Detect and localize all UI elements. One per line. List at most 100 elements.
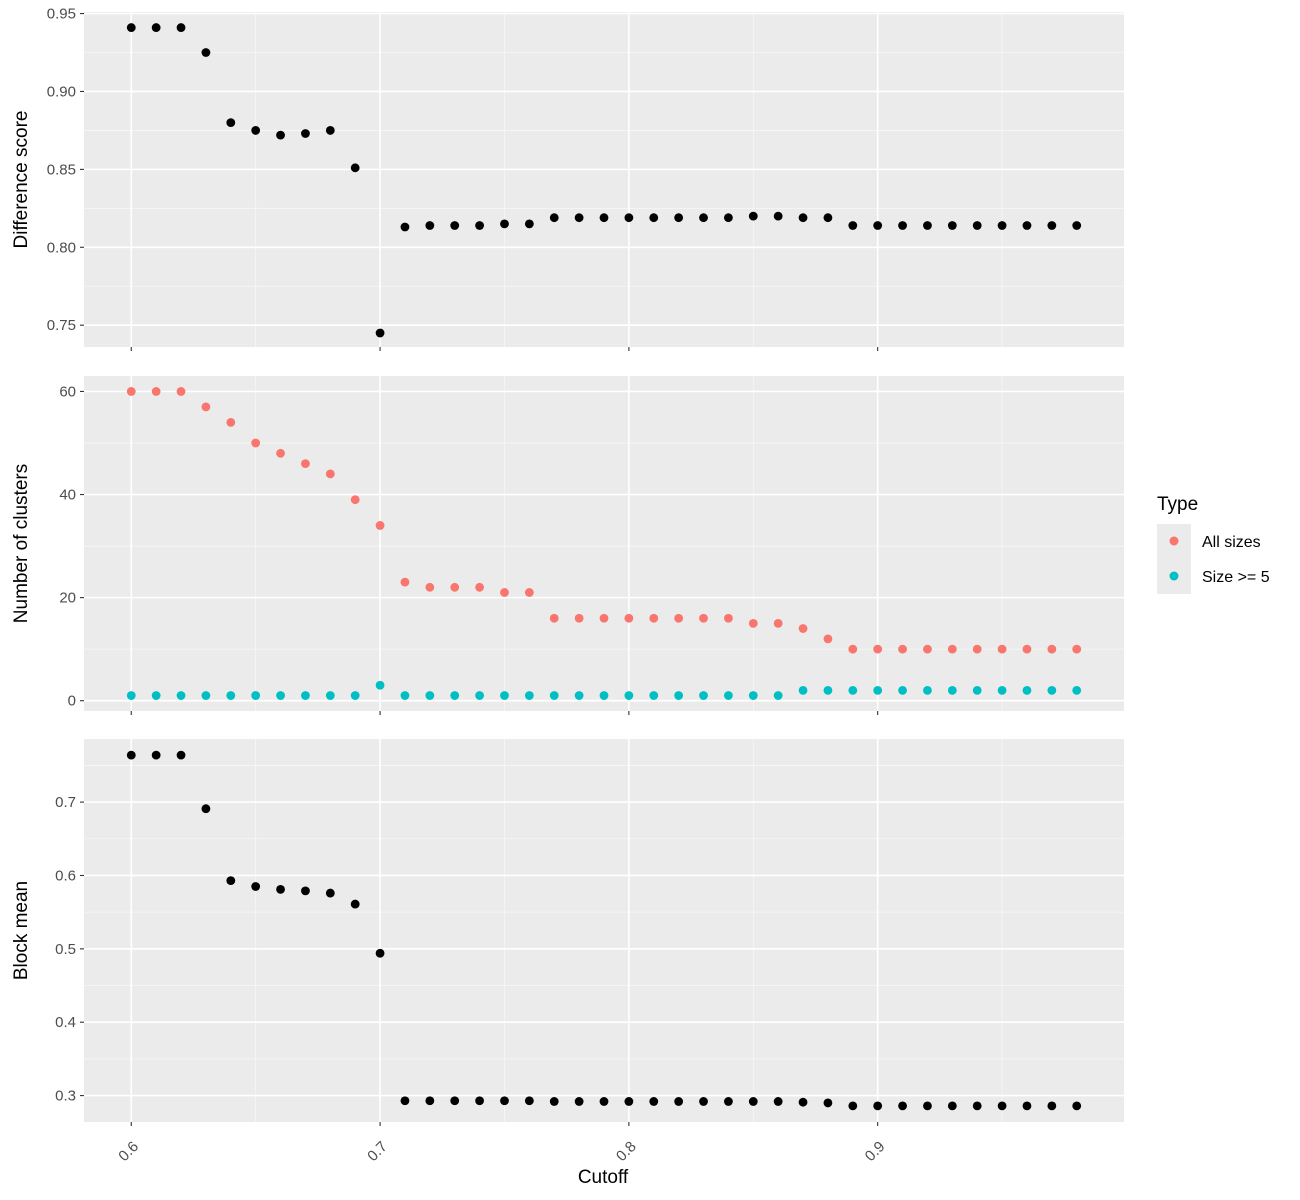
data-point xyxy=(773,211,783,221)
data-point xyxy=(301,129,310,138)
data-point xyxy=(873,685,883,695)
data-point xyxy=(848,644,858,654)
y-tick-label: 0.6 xyxy=(55,867,76,884)
data-point xyxy=(873,1101,883,1111)
data-point xyxy=(599,1097,609,1106)
data-point xyxy=(350,899,360,909)
data-point xyxy=(947,1101,957,1111)
data-point xyxy=(500,1096,509,1106)
data-point xyxy=(848,221,858,230)
data-point xyxy=(251,691,261,700)
data-point xyxy=(997,221,1007,230)
data-point xyxy=(748,211,758,221)
data-point xyxy=(375,680,385,690)
data-point xyxy=(724,1097,733,1106)
data-point xyxy=(972,221,982,230)
data-point xyxy=(201,48,211,57)
data-point xyxy=(350,495,360,505)
panels: 0.75 0.80 0.85 0.90 0.95 Difference score 0 20 4… xyxy=(11,6,1124,1165)
data-point xyxy=(699,691,708,700)
data-point xyxy=(898,1101,907,1111)
panel-background xyxy=(84,376,1124,711)
data-point xyxy=(226,876,236,886)
data-point xyxy=(549,1097,559,1106)
data-point xyxy=(1072,1101,1082,1111)
data-point xyxy=(823,213,833,223)
y-axis-title: Difference score xyxy=(11,111,32,249)
data-point xyxy=(126,691,136,700)
data-point xyxy=(724,691,733,700)
data-point xyxy=(724,213,733,223)
data-point xyxy=(151,387,161,396)
data-point xyxy=(798,685,808,695)
data-point xyxy=(848,1101,858,1111)
data-point xyxy=(276,691,285,700)
data-point xyxy=(699,213,708,223)
data-point xyxy=(649,213,659,223)
data-point xyxy=(425,1096,435,1106)
data-point xyxy=(798,213,808,223)
data-point xyxy=(923,1101,932,1111)
data-point xyxy=(375,328,385,338)
data-point xyxy=(549,691,559,700)
data-point xyxy=(450,221,460,230)
data-point xyxy=(276,448,285,458)
data-point xyxy=(400,577,410,587)
data-point xyxy=(1022,1101,1032,1111)
data-point xyxy=(1072,685,1082,695)
data-point xyxy=(325,888,335,898)
data-point xyxy=(276,885,285,894)
data-point xyxy=(475,221,484,230)
data-point xyxy=(500,588,509,597)
data-point xyxy=(301,886,310,896)
data-point xyxy=(475,582,484,592)
y-tick-label: 0.5 xyxy=(55,941,76,958)
data-point xyxy=(1072,221,1082,230)
data-point xyxy=(574,1097,584,1106)
legend-label-size-ge-5: Size >= 5 xyxy=(1202,569,1270,586)
data-point xyxy=(549,613,559,623)
data-point xyxy=(1047,685,1057,695)
legend-key-bg xyxy=(1157,524,1191,594)
data-point xyxy=(226,118,236,128)
data-point xyxy=(947,685,957,695)
data-point xyxy=(873,644,883,654)
y-axis-title: Number of clusters xyxy=(11,464,32,623)
data-point xyxy=(400,222,410,232)
y-tick-label: 60 xyxy=(59,383,76,400)
data-point xyxy=(425,691,435,700)
data-point xyxy=(624,691,634,700)
data-point xyxy=(400,691,410,700)
panel-3: 0.3 0.4 0.5 0.6 0.7 0.6 0.7 0.8 0.9 Block mean xyxy=(11,739,1124,1165)
data-point xyxy=(524,219,534,229)
data-point xyxy=(674,213,684,223)
data-point xyxy=(923,644,932,654)
data-point xyxy=(798,1097,808,1107)
data-point xyxy=(947,644,957,654)
data-point xyxy=(823,685,833,695)
data-point xyxy=(699,613,708,623)
data-point xyxy=(773,618,783,628)
panel-background xyxy=(84,739,1124,1122)
y-tick-label: 0.75 xyxy=(47,317,76,334)
data-point xyxy=(176,387,186,396)
x-axis-title: Cutoff xyxy=(578,1167,629,1188)
data-point xyxy=(450,582,460,592)
y-tick-label: 20 xyxy=(59,590,76,607)
data-point xyxy=(773,691,783,700)
data-point xyxy=(400,1096,410,1106)
data-point xyxy=(624,1097,634,1106)
data-point xyxy=(151,23,161,32)
panel-1: 0.75 0.80 0.85 0.90 0.95 Difference score xyxy=(11,6,1124,351)
y-tick-label: 0 xyxy=(68,693,76,710)
data-point xyxy=(375,948,385,958)
data-point xyxy=(997,1101,1007,1111)
data-point xyxy=(649,1097,659,1106)
y-tick-label: 40 xyxy=(59,487,76,504)
data-point xyxy=(674,691,684,700)
data-point xyxy=(524,691,534,700)
data-point xyxy=(947,221,957,230)
data-point xyxy=(997,644,1007,654)
data-point xyxy=(923,221,932,230)
